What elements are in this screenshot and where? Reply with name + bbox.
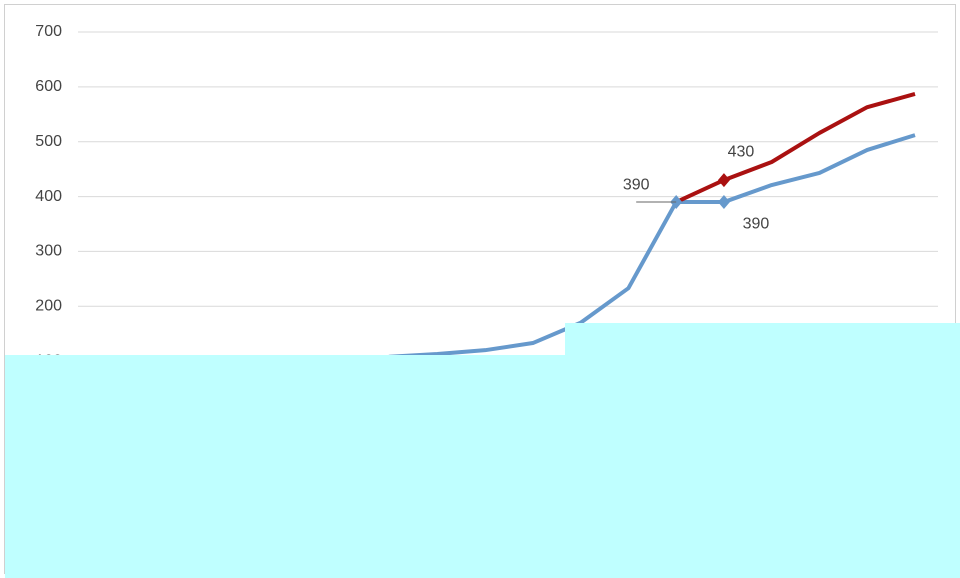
y-tick-label: 200 — [35, 298, 62, 315]
y-tick-label: 600 — [35, 78, 62, 95]
y-tick-label: 700 — [35, 23, 62, 40]
data-marker — [717, 173, 730, 188]
data-label: 390 — [743, 215, 770, 232]
y-tick-label: 400 — [35, 188, 62, 205]
data-label: 390 — [623, 176, 650, 193]
y-tick-label: 300 — [35, 243, 62, 260]
y-tick-label: 500 — [35, 133, 62, 150]
series-line — [675, 92, 916, 204]
overlay — [5, 323, 960, 578]
data-label: 430 — [728, 143, 755, 160]
data-marker — [717, 195, 730, 210]
